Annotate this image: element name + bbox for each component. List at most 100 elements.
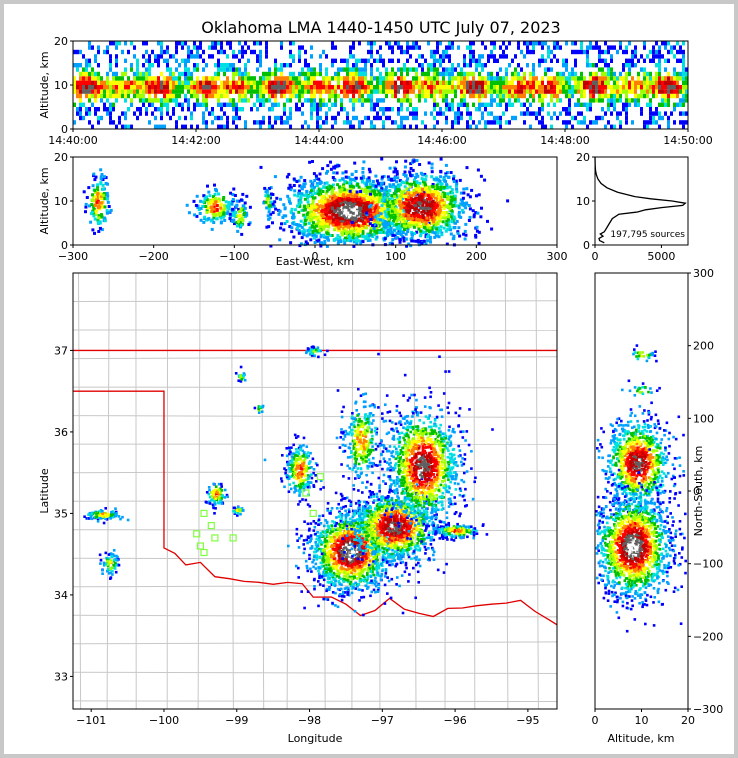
chart-title: Oklahoma LMA 1440-1450 UTC July 07, 2023 [201,18,560,37]
y-tick-label: 10 [54,79,68,92]
time-height-cell [343,93,346,99]
time-height-cell [682,98,685,103]
source-cell [380,187,384,191]
time-height-cell [634,93,637,99]
source-cell [380,157,384,161]
time-height-cell [199,89,202,94]
source-cell [426,239,430,243]
time-height-cell [106,98,109,103]
time-height-cell [550,58,553,63]
time-height-cell [406,107,409,112]
time-height-cell [310,98,313,103]
time-height-cell [439,71,442,77]
source-cell [348,184,352,188]
time-height-cell [256,85,259,90]
source-cell [397,224,401,228]
source-cell [447,213,451,217]
source-cell [424,183,427,187]
time-height-cell [103,89,106,94]
source-cell [345,181,349,185]
source-cell [472,213,476,217]
time-height-cell [97,76,100,81]
source-cell [446,192,450,196]
source-cell [101,193,105,197]
source-cell [433,190,437,194]
time-height-cell [409,98,412,103]
time-height-cell [115,71,118,77]
time-height-cell [631,76,634,81]
time-height-cell [139,93,142,99]
time-height-cell [73,63,76,68]
time-height-cell [673,85,676,90]
source-cell [450,214,454,217]
source-cell [457,206,461,210]
source-cell [460,202,464,206]
time-height-cell [379,54,382,59]
time-height-cell [250,93,253,99]
time-height-cell [109,67,112,72]
source-cell [309,191,312,195]
time-height-cell [496,102,499,107]
time-height-cell [484,45,487,50]
time-height-cell [196,54,199,59]
source-cell [326,207,330,211]
time-height-cell [499,93,502,99]
time-height-cell [346,58,349,63]
time-height-cell [295,102,298,107]
source-cell [333,203,337,207]
time-height-cell [133,93,136,99]
time-height-cell [241,71,244,77]
time-height-cell [496,71,499,77]
source-cell [355,190,359,194]
source-cell [303,179,307,182]
source-cell [382,192,386,196]
time-height-cell [355,115,358,121]
time-height-cell [163,58,166,63]
time-height-cell [424,80,427,85]
time-height-cell [415,85,418,90]
time-height-cell [643,93,646,99]
source-cell [379,220,383,224]
time-height-cell [181,58,184,63]
time-height-cell [337,76,340,81]
source-cell [357,239,361,243]
time-height-cell [592,71,595,77]
time-height-cell [367,49,370,55]
time-height-cell [295,89,298,94]
time-height-cell [322,89,325,94]
time-height-cell [301,124,304,129]
source-cell [293,189,297,193]
source-cell [316,189,320,193]
time-height-cell [187,49,190,55]
source-cell [302,182,306,186]
time-height-cell [277,102,280,107]
time-height-cell [280,80,283,85]
time-height-cell [430,54,433,59]
time-height-cell [634,98,637,103]
time-height-cell [406,85,409,90]
time-height-cell [163,76,166,81]
source-cell [313,185,316,189]
source-cell [320,207,324,210]
source-cell [426,211,430,215]
time-height-cell [211,80,214,85]
time-height-cell [229,41,232,46]
time-height-cell [262,120,265,125]
source-cell [205,209,209,213]
time-height-cell [376,67,379,72]
source-cell [419,229,423,233]
time-height-cell [232,80,235,85]
time-height-cell [451,120,454,125]
source-cell [455,190,459,194]
time-height-cell [634,49,637,55]
time-height-cell [175,76,178,81]
time-height-cell [559,85,562,90]
time-height-cell [118,115,121,121]
time-height-cell [487,76,490,81]
source-cell [447,195,451,199]
time-height-cell [280,85,283,90]
time-height-cell [565,111,568,116]
source-cell [287,186,291,190]
source-cell [316,230,320,234]
time-height-cell [79,115,82,121]
